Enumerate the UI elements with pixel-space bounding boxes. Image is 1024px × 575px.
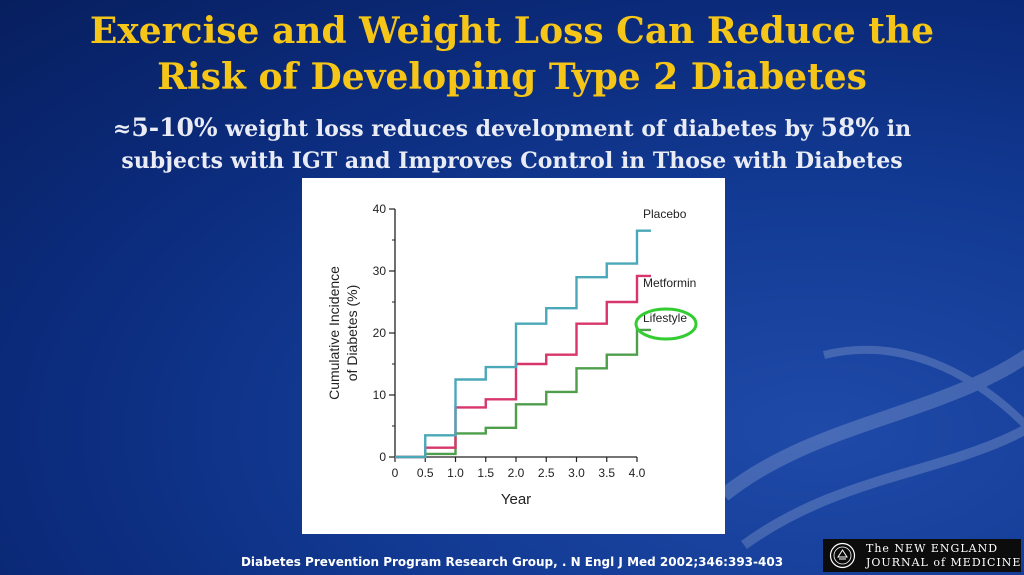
- x-tick-label: 1.0: [447, 466, 464, 480]
- series-line-placebo: [395, 229, 651, 459]
- reduction-percent: 58%: [820, 113, 880, 142]
- series-line-lifestyle: [395, 328, 651, 459]
- y-axis-label-line-1: Cumulative Incidence: [326, 266, 342, 400]
- series-label-metformin: Metformin: [643, 276, 696, 290]
- x-tick-label: 2.5: [538, 466, 555, 480]
- incidence-chart: 0 10 20 30 40 0 0.5 1.0 1.5 2.0 2.5 3.0 3.5 4.0 Year Cu…: [326, 202, 698, 508]
- y-tick-label: 20: [373, 326, 387, 340]
- series-line-metformin: [395, 274, 651, 459]
- y-tick-label: 40: [373, 202, 387, 216]
- y-tick-label: 10: [373, 388, 387, 402]
- weight-loss-percent: 5-10%: [131, 113, 218, 142]
- slide-subtitle: ≈5-10% weight loss reduces development o…: [0, 112, 1024, 177]
- x-tick-label: 1.5: [477, 466, 494, 480]
- background-swirl: [719, 345, 1024, 550]
- y-axis-label-line-2: of Diabetes (%): [344, 285, 360, 381]
- x-axis-label: Year: [501, 491, 531, 508]
- x-tick-label: 0.5: [417, 466, 434, 480]
- y-tick-label: 30: [373, 264, 387, 278]
- subtitle-text-end: in: [879, 116, 912, 142]
- x-tick-label: 3.5: [598, 466, 615, 480]
- x-tick-label: 3.0: [568, 466, 585, 480]
- subtitle-line-2: subjects with IGT and Improves Control i…: [121, 148, 903, 174]
- series-label-placebo: Placebo: [643, 207, 687, 221]
- approx-symbol: ≈: [112, 116, 132, 142]
- title-line-2: Risk of Developing Type 2 Diabetes: [157, 56, 867, 98]
- slide-title: Exercise and Weight Loss Can Reduce the …: [0, 8, 1024, 100]
- subtitle-line-1: ≈5-10% weight loss reduces development o…: [0, 112, 1024, 145]
- x-tick-label: 0: [392, 466, 399, 480]
- journal-seal-icon: [829, 542, 856, 569]
- logo-line-2: JOURNAL of MEDICINE: [866, 556, 1022, 569]
- x-tick-label: 2.0: [508, 466, 525, 480]
- series-label-lifestyle: Lifestyle: [643, 311, 687, 325]
- nejm-logo: The NEW ENGLAND JOURNAL of MEDICINE: [823, 539, 1021, 572]
- title-line-1: Exercise and Weight Loss Can Reduce the: [89, 10, 935, 52]
- chart-panel: 0 10 20 30 40 0 0.5 1.0 1.5 2.0 2.5 3.0 3.5 4.0 Year Cu…: [302, 178, 725, 534]
- x-tick-label: 4.0: [629, 466, 646, 480]
- subtitle-text-mid: weight loss reduces development of diabe…: [217, 116, 821, 142]
- lifestyle-highlight-ellipse: [634, 307, 698, 341]
- logo-line-1: The NEW ENGLAND: [866, 542, 999, 555]
- citation: Diabetes Prevention Program Research Gro…: [240, 555, 784, 569]
- y-tick-label: 0: [379, 450, 386, 464]
